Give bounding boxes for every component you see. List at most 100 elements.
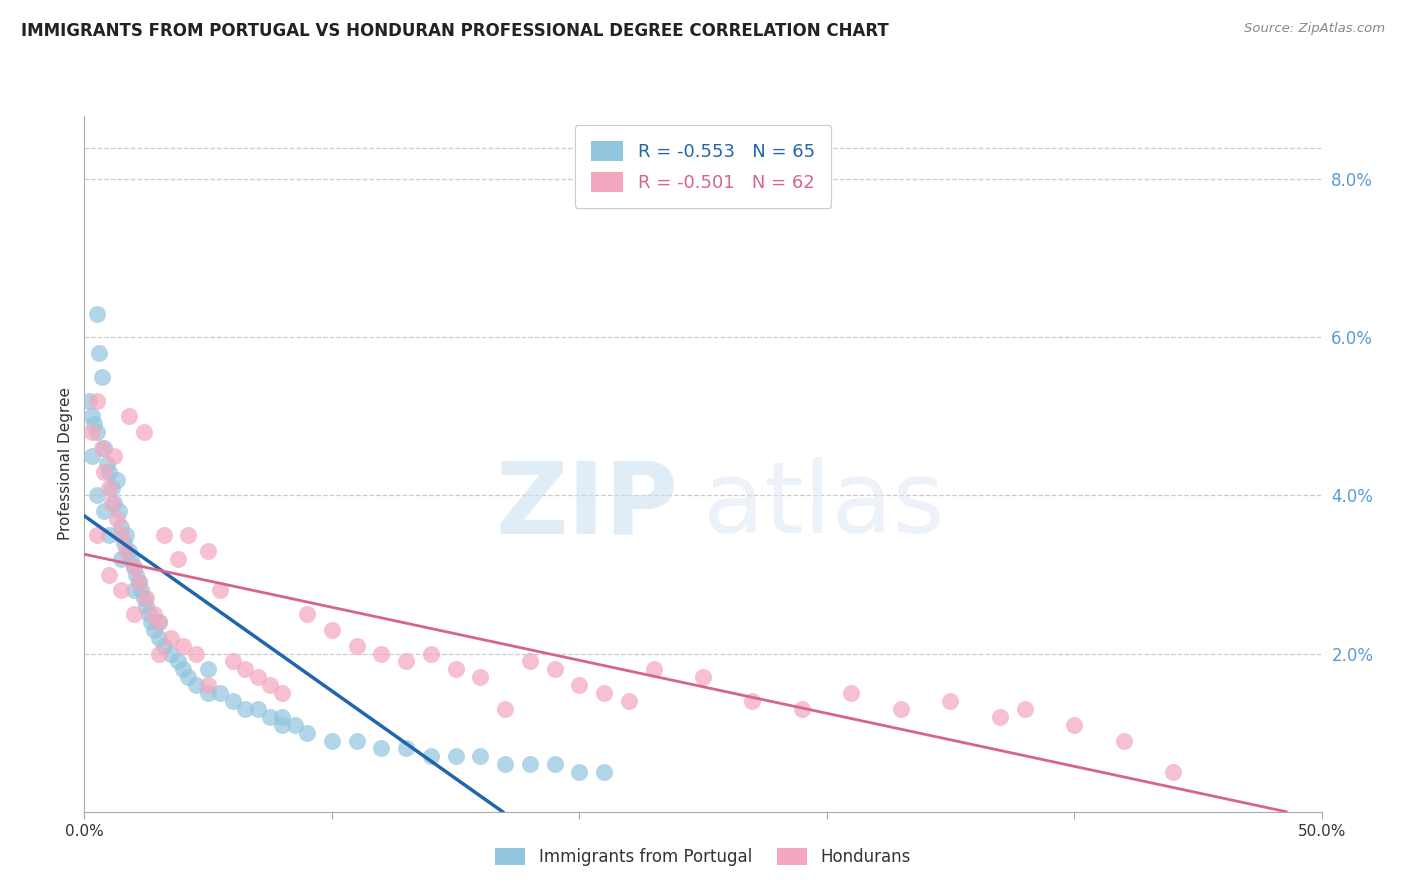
Point	[470, 670, 492, 684]
Point	[148, 631, 170, 645]
Point	[138, 607, 160, 621]
Point	[79, 393, 101, 408]
Point	[741, 694, 763, 708]
Point	[172, 662, 194, 676]
Point	[419, 647, 441, 661]
Point	[167, 551, 190, 566]
Point	[93, 504, 115, 518]
Point	[86, 528, 108, 542]
Point	[132, 425, 155, 440]
Point	[152, 639, 174, 653]
Point	[370, 741, 392, 756]
Point	[80, 425, 103, 440]
Point	[321, 733, 343, 747]
Point	[100, 481, 122, 495]
Point	[80, 449, 103, 463]
Point	[98, 528, 121, 542]
Point	[209, 583, 232, 598]
Point	[568, 678, 591, 692]
Point	[148, 615, 170, 629]
Point	[444, 749, 467, 764]
Point	[1014, 702, 1036, 716]
Point	[148, 647, 170, 661]
Point	[86, 393, 108, 408]
Point	[271, 686, 294, 700]
Point	[395, 741, 418, 756]
Point	[98, 465, 121, 479]
Point	[284, 717, 307, 731]
Point	[939, 694, 962, 708]
Point	[643, 662, 665, 676]
Point	[93, 465, 115, 479]
Point	[105, 473, 128, 487]
Point	[135, 599, 157, 614]
Point	[470, 749, 492, 764]
Point	[167, 655, 190, 669]
Point	[177, 670, 200, 684]
Point	[110, 583, 132, 598]
Point	[125, 567, 148, 582]
Point	[86, 488, 108, 502]
Point	[132, 591, 155, 606]
Point	[172, 639, 194, 653]
Point	[89, 346, 111, 360]
Point	[295, 725, 318, 739]
Point	[103, 496, 125, 510]
Point	[568, 765, 591, 780]
Point	[128, 575, 150, 590]
Point	[321, 623, 343, 637]
Point	[100, 496, 122, 510]
Point	[96, 457, 118, 471]
Point	[152, 528, 174, 542]
Point	[790, 702, 813, 716]
Point	[1112, 733, 1135, 747]
Point	[617, 694, 640, 708]
Point	[209, 686, 232, 700]
Text: atlas: atlas	[703, 457, 945, 554]
Point	[110, 528, 132, 542]
Text: Source: ZipAtlas.com: Source: ZipAtlas.com	[1244, 22, 1385, 36]
Point	[184, 647, 207, 661]
Point	[122, 559, 145, 574]
Point	[118, 409, 141, 424]
Point	[271, 710, 294, 724]
Y-axis label: Professional Degree: Professional Degree	[58, 387, 73, 541]
Point	[259, 678, 281, 692]
Point	[370, 647, 392, 661]
Text: ZIP: ZIP	[495, 457, 678, 554]
Point	[184, 678, 207, 692]
Point	[197, 686, 219, 700]
Point	[444, 662, 467, 676]
Point	[346, 639, 368, 653]
Point	[222, 655, 245, 669]
Point	[148, 615, 170, 629]
Point	[890, 702, 912, 716]
Point	[395, 655, 418, 669]
Point	[110, 520, 132, 534]
Point	[593, 765, 616, 780]
Point	[103, 449, 125, 463]
Legend: R = -0.553   N = 65, R = -0.501   N = 62: R = -0.553 N = 65, R = -0.501 N = 62	[575, 125, 831, 208]
Point	[115, 544, 138, 558]
Point	[115, 528, 138, 542]
Point	[197, 678, 219, 692]
Point	[1161, 765, 1184, 780]
Point	[346, 733, 368, 747]
Point	[197, 544, 219, 558]
Point	[98, 567, 121, 582]
Point	[118, 544, 141, 558]
Point	[141, 615, 163, 629]
Point	[494, 757, 516, 772]
Point	[135, 591, 157, 606]
Point	[419, 749, 441, 764]
Point	[197, 662, 219, 676]
Point	[160, 631, 183, 645]
Point	[259, 710, 281, 724]
Point	[988, 710, 1011, 724]
Point	[177, 528, 200, 542]
Point	[142, 623, 165, 637]
Legend: Immigrants from Portugal, Hondurans: Immigrants from Portugal, Hondurans	[486, 840, 920, 875]
Point	[112, 536, 135, 550]
Point	[246, 670, 269, 684]
Point	[108, 504, 131, 518]
